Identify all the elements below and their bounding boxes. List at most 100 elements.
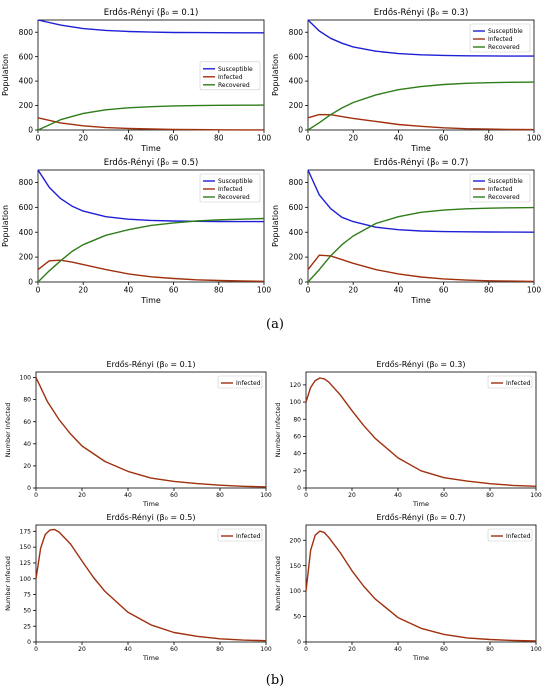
x-tick-label: 80 — [486, 646, 494, 653]
legend-box — [487, 375, 533, 389]
legend-label: Susceptible — [488, 178, 523, 185]
y-tick-label: 0 — [28, 126, 33, 135]
series-line-recovered — [307, 206, 535, 283]
x-axis-label: Time — [410, 144, 431, 153]
y-axis-label: Number Infected — [274, 403, 282, 458]
legend-label: Infected — [236, 533, 261, 540]
y-axis-label: Number Infected — [274, 556, 282, 611]
x-axis-label: Time — [410, 296, 431, 305]
y-axis-label: Population — [271, 54, 280, 96]
x-tick-label: 40 — [394, 286, 404, 295]
y-tick-label: 75 — [23, 592, 31, 599]
x-tick-label: 100 — [527, 286, 542, 295]
x-axis-label: Time — [140, 296, 161, 305]
x-tick-label: 80 — [484, 134, 494, 143]
y-axis-label: Number Infected — [4, 556, 12, 611]
x-tick-label: 80 — [216, 492, 224, 499]
plot-frame — [35, 371, 267, 489]
x-tick-label: 40 — [124, 492, 132, 499]
legend: Infected — [217, 528, 263, 542]
plot-frame — [307, 19, 535, 131]
x-axis-label: Time — [142, 500, 159, 508]
y-tick-label: 200 — [290, 537, 302, 544]
y-tick-label: 40 — [293, 451, 301, 458]
legend-label: Recovered — [488, 44, 520, 51]
chart-8: Erdős-Rényi (β₀ = 0.7) 0 20 40 60 80 100 0 50 100… — [274, 512, 542, 662]
x-tick-label: 100 — [257, 134, 272, 143]
y-tick-label: 80 — [293, 416, 301, 423]
x-tick-label: 40 — [124, 134, 134, 143]
series-line-recovered — [37, 104, 265, 131]
legend-label: Recovered — [218, 82, 250, 89]
legend-label: Infected — [218, 74, 243, 81]
x-tick-label: 20 — [348, 646, 356, 653]
plot-frame — [35, 524, 267, 643]
x-tick-label: 60 — [169, 286, 179, 295]
x-tick-label: 0 — [306, 286, 311, 295]
y-tick-label: 20 — [293, 468, 301, 475]
x-tick-label: 60 — [440, 492, 448, 499]
x-tick-label: 20 — [78, 134, 88, 143]
legend-label: Recovered — [488, 194, 520, 201]
x-tick-label: 20 — [78, 646, 86, 653]
chart-5: Erdős-Rényi (β₀ = 0.1) 0 20 40 60 80 100 0 20 40 6… — [4, 359, 272, 508]
y-tick-label: 50 — [23, 607, 31, 614]
y-tick-label: 100 — [290, 588, 302, 595]
x-tick-label: 0 — [36, 286, 41, 295]
legend: Infected — [487, 528, 533, 542]
y-tick-label: 0 — [297, 485, 301, 492]
x-axis-label: Time — [412, 654, 429, 662]
x-tick-label: 60 — [170, 646, 178, 653]
plot-frame — [37, 169, 265, 283]
legend: Infected — [487, 375, 533, 389]
x-tick-label: 20 — [348, 286, 358, 295]
legend-box — [217, 375, 263, 389]
plot-frame — [307, 169, 535, 283]
chart-4: Erdős-Rényi (β₀ = 0.7) 0 20 40 60 80 100 0 200 40… — [271, 157, 541, 305]
x-tick-label: 0 — [304, 646, 308, 653]
legend-label: Infected — [488, 36, 513, 43]
x-tick-label: 0 — [34, 492, 38, 499]
series-line-infected — [305, 377, 537, 487]
plot-frame — [305, 524, 537, 643]
x-tick-label: 20 — [348, 134, 358, 143]
chart-title: Erdős-Rényi (β₀ = 0.1) — [107, 359, 196, 369]
y-tick-label: 125 — [20, 560, 32, 567]
legend-label: Infected — [236, 380, 261, 387]
y-tick-label: 100 — [20, 375, 32, 382]
plot-frame — [37, 19, 265, 131]
x-tick-label: 80 — [484, 286, 494, 295]
y-tick-label: 50 — [293, 614, 301, 621]
y-tick-label: 0 — [298, 278, 303, 287]
y-tick-label: 400 — [19, 228, 34, 237]
legend-box — [217, 528, 263, 542]
y-tick-label: 0 — [297, 639, 301, 646]
y-tick-label: 60 — [293, 434, 301, 441]
chart-3: Erdős-Rényi (β₀ = 0.5) 0 20 40 60 80 100 0 200 40… — [1, 157, 271, 305]
chart-title: Erdős-Rényi (β₀ = 0.3) — [377, 359, 466, 369]
series-line-recovered — [37, 217, 265, 283]
x-tick-label: 0 — [34, 646, 38, 653]
y-tick-label: 20 — [23, 463, 31, 470]
y-tick-label: 800 — [289, 28, 304, 37]
y-tick-label: 25 — [23, 623, 31, 630]
y-axis-label: Population — [1, 54, 10, 96]
y-tick-label: 60 — [23, 419, 31, 426]
chart-6: Erdős-Rényi (β₀ = 0.3) 0 20 40 60 80 100 0 20 40 6… — [274, 359, 542, 508]
y-tick-label: 800 — [289, 178, 304, 187]
y-tick-label: 800 — [19, 178, 34, 187]
x-tick-label: 80 — [214, 134, 224, 143]
chart-1: Erdős-Rényi (β₀ = 0.1) 0 20 40 60 80 100 0 200 40… — [1, 7, 271, 153]
chart-7: Erdős-Rényi (β₀ = 0.5) 0 20 40 60 80 100 0 25 50 7… — [4, 512, 272, 662]
series-line-infected — [37, 117, 264, 131]
x-tick-label: 60 — [169, 134, 179, 143]
x-tick-label: 100 — [260, 646, 272, 653]
x-tick-label: 20 — [348, 492, 356, 499]
x-tick-label: 100 — [527, 134, 542, 143]
x-tick-label: 0 — [36, 134, 41, 143]
x-tick-label: 40 — [394, 492, 402, 499]
